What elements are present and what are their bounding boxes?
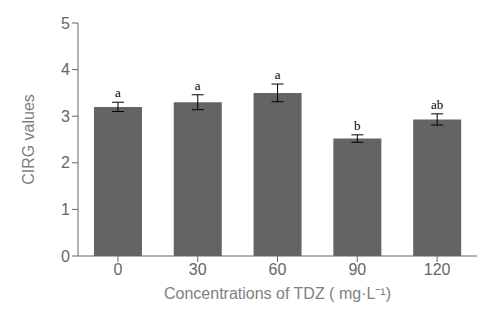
svg-text:4: 4: [61, 61, 70, 78]
svg-text:90: 90: [348, 261, 366, 278]
svg-text:Concentrations of TDZ ( mg·L⁻¹: Concentrations of TDZ ( mg·L⁻¹): [164, 285, 391, 302]
svg-text:60: 60: [269, 261, 287, 278]
svg-text:b: b: [354, 118, 361, 133]
svg-text:30: 30: [189, 261, 207, 278]
svg-text:0: 0: [61, 248, 70, 265]
svg-text:5: 5: [61, 15, 70, 32]
svg-text:1: 1: [61, 201, 70, 218]
svg-text:a: a: [275, 67, 281, 82]
svg-text:2: 2: [61, 154, 70, 171]
svg-text:a: a: [195, 78, 201, 93]
svg-text:0: 0: [113, 261, 122, 278]
svg-text:ab: ab: [431, 97, 443, 112]
svg-text:120: 120: [424, 261, 451, 278]
svg-text:3: 3: [61, 108, 70, 125]
svg-text:CIRG values: CIRG values: [20, 94, 37, 185]
svg-text:a: a: [115, 85, 121, 100]
